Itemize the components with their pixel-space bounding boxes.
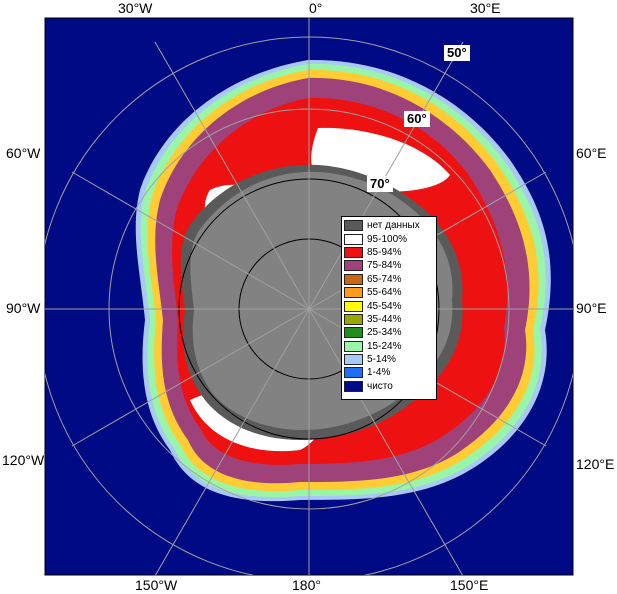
legend: нет данных 95-100% 85-94% 75-84% 65-74% 55-64… <box>341 216 437 400</box>
legend-item: 65-74% <box>344 273 436 286</box>
legend-label: 1-4% <box>367 367 391 379</box>
lat-label-70: 70° <box>367 176 393 192</box>
legend-label: 5-14% <box>367 354 396 366</box>
lon-label-180: 180° <box>292 577 321 593</box>
legend-item: нет данных <box>344 219 436 232</box>
legend-item: 75-84% <box>344 259 436 272</box>
lon-label-30e: 30°E <box>470 0 501 16</box>
legend-label: нет данных <box>367 220 420 232</box>
legend-swatch <box>344 287 363 299</box>
legend-item: 45-54% <box>344 299 436 312</box>
lon-label-90w: 90°W <box>6 300 41 316</box>
legend-swatch <box>344 246 363 258</box>
legend-item: 35-44% <box>344 313 436 326</box>
lon-label-120w: 120°W <box>2 452 45 468</box>
legend-label: чисто <box>367 380 393 392</box>
legend-label: 85-94% <box>367 246 402 258</box>
legend-item: 5-14% <box>344 353 436 366</box>
lat-label-50: 50° <box>444 45 470 61</box>
legend-swatch <box>344 233 363 245</box>
legend-item: 25-34% <box>344 326 436 339</box>
lon-label-0: 0° <box>309 0 323 16</box>
lon-label-60e: 60°E <box>576 145 607 161</box>
lon-label-90e: 90°E <box>576 300 607 316</box>
legend-label: 35-44% <box>367 313 402 325</box>
legend-label: 95-100% <box>367 233 408 245</box>
legend-swatch <box>344 327 363 339</box>
legend-label: 45-54% <box>367 300 402 312</box>
lon-label-30w: 30°W <box>118 0 153 16</box>
lon-label-150w: 150°W <box>135 577 178 593</box>
lon-label-150e: 150°E <box>450 577 489 593</box>
legend-swatch <box>344 340 363 352</box>
legend-label: 75-84% <box>367 260 402 272</box>
lon-label-120e: 120°E <box>576 456 615 472</box>
legend-item: 15-24% <box>344 340 436 353</box>
legend-swatch <box>344 300 363 312</box>
legend-label: 15-24% <box>367 340 402 352</box>
legend-label: 25-34% <box>367 327 402 339</box>
lat-label-60: 60° <box>404 111 430 127</box>
legend-swatch <box>344 273 363 285</box>
legend-swatch <box>344 367 363 379</box>
legend-swatch <box>344 220 363 232</box>
legend-swatch <box>344 260 363 272</box>
legend-item: 85-94% <box>344 246 436 259</box>
legend-label: 55-64% <box>367 287 402 299</box>
graticule <box>45 18 573 575</box>
legend-item: чисто <box>344 380 436 393</box>
lon-label-60w: 60°W <box>6 145 41 161</box>
legend-item: 95-100% <box>344 232 436 245</box>
legend-items: нет данных 95-100% 85-94% 75-84% 65-74% 55-64… <box>344 219 436 393</box>
legend-item: 1-4% <box>344 366 436 379</box>
legend-swatch <box>344 354 363 366</box>
legend-swatch <box>344 380 363 392</box>
legend-item: 55-64% <box>344 286 436 299</box>
legend-label: 65-74% <box>367 273 402 285</box>
legend-swatch <box>344 313 363 325</box>
